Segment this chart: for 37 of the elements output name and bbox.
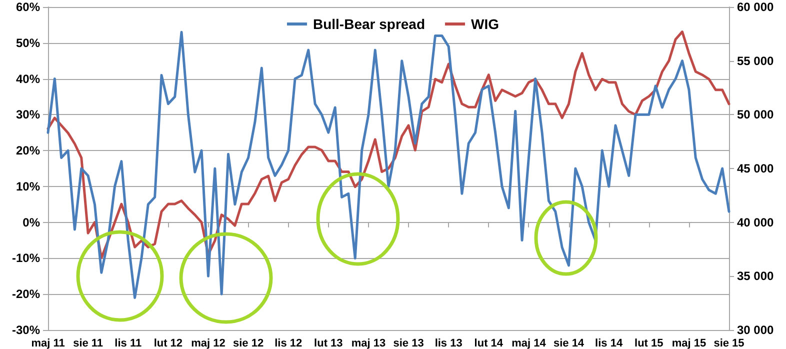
x-tick-label: lis 11 <box>114 338 142 349</box>
y2-tick-label: 50 000 <box>737 108 774 122</box>
legend-label: WIG <box>471 16 500 32</box>
x-tick-label: sie 12 <box>232 338 264 349</box>
x-tick-label: maj 14 <box>512 338 547 349</box>
legend-label: Bull-Bear spread <box>312 16 426 32</box>
y-tick-label: 60% <box>16 0 40 14</box>
y-tick-label: 0% <box>22 215 40 230</box>
y2-tick-label: 55 000 <box>737 54 774 68</box>
y-tick-label: -30% <box>12 323 40 337</box>
x-tick-label: lut 15 <box>634 338 664 349</box>
x-tick-label: sie 13 <box>393 338 424 349</box>
y-tick-label: -10% <box>12 251 40 266</box>
y2-tick-label: 60 000 <box>737 0 774 14</box>
x-tick-label: lut 12 <box>154 338 183 349</box>
y-tick-label: 10% <box>16 179 40 194</box>
x-tick-label: sie 15 <box>714 338 744 349</box>
y-tick-label: 20% <box>16 144 40 158</box>
x-tick-label: maj 13 <box>351 338 386 349</box>
y-tick-label: 40% <box>16 72 40 86</box>
x-tick-label: maj 12 <box>191 338 226 349</box>
y-tick-label: 30% <box>16 108 40 122</box>
x-tick-label: sie 14 <box>553 338 585 349</box>
x-tick-label: maj 15 <box>672 338 706 349</box>
x-tick-label: lut 14 <box>474 338 504 349</box>
x-tick-label: lis 14 <box>595 338 624 349</box>
y-tick-label: 50% <box>16 36 40 50</box>
y-tick-label: -20% <box>12 287 40 302</box>
y2-tick-label: 30 000 <box>737 323 774 337</box>
x-tick-label: maj 11 <box>31 338 65 349</box>
y2-tick-label: 40 000 <box>737 215 774 230</box>
x-tick-label: lis 12 <box>274 338 302 349</box>
x-tick-label: lis 13 <box>434 338 462 349</box>
y2-tick-label: 45 000 <box>737 162 774 176</box>
x-tick-label: sie 11 <box>73 338 104 349</box>
x-tick-label: lut 13 <box>314 338 343 349</box>
y2-tick-label: 35 000 <box>737 269 774 284</box>
